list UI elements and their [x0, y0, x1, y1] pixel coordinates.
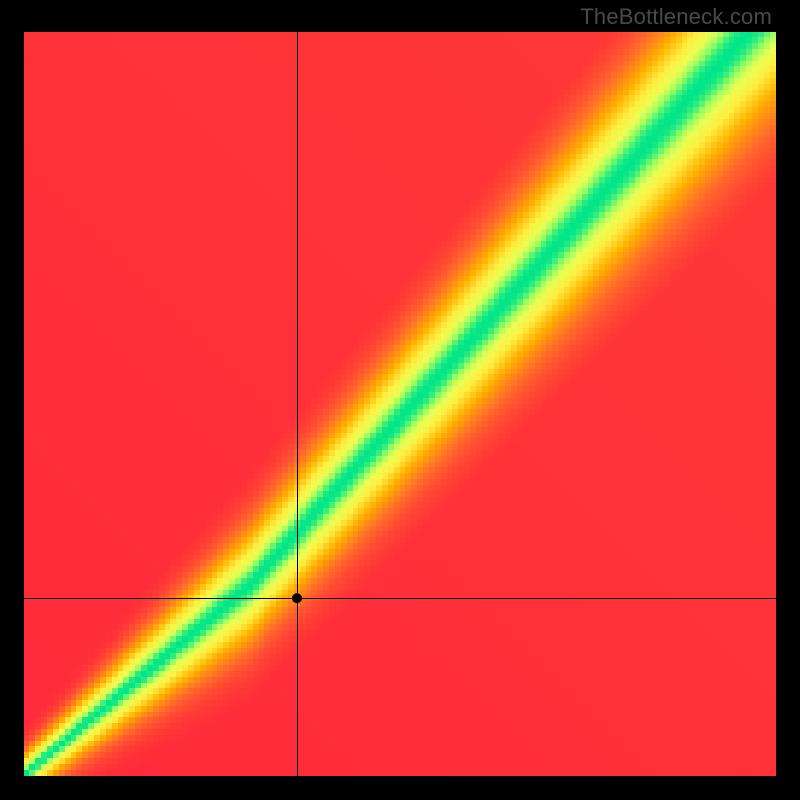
heatmap-canvas [24, 32, 776, 776]
bottleneck-heatmap [24, 32, 776, 776]
watermark-text: TheBottleneck.com [580, 4, 772, 30]
